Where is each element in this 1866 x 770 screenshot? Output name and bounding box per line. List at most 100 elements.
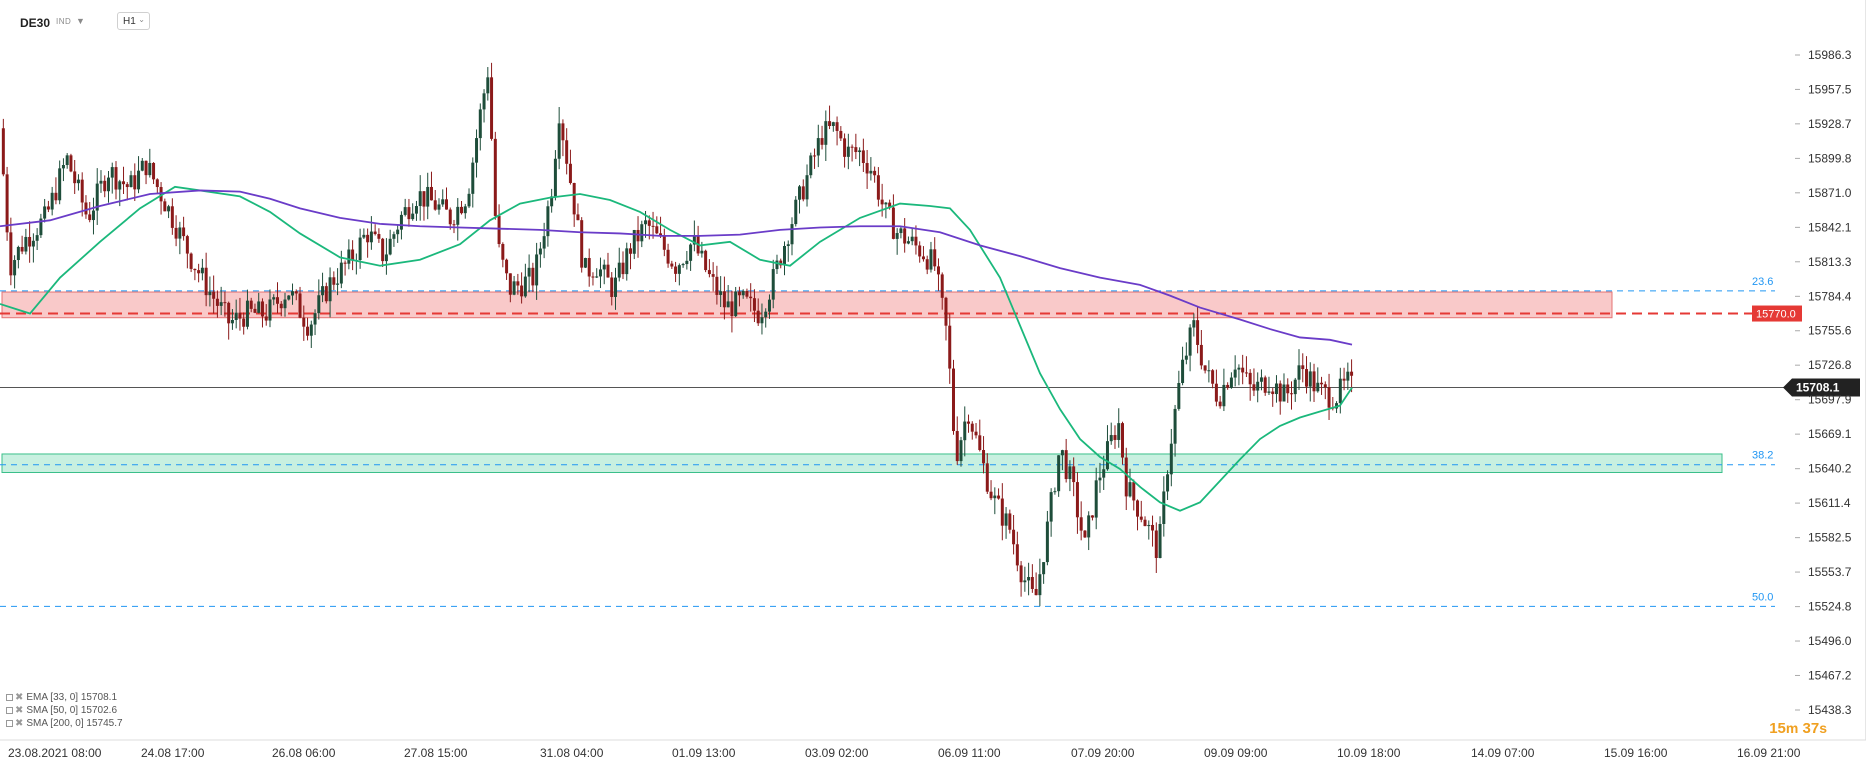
candle-body [1207, 370, 1211, 372]
candle-body [1346, 371, 1350, 381]
candle-body [54, 192, 58, 201]
y-tick-label: 15986.3 [1808, 48, 1852, 62]
candle-body [245, 300, 249, 327]
resistance-price-label: 15770.0 [1756, 309, 1796, 321]
series-sma-200 [0, 189, 1353, 346]
candle-body [951, 368, 955, 432]
candle-body [1323, 384, 1327, 388]
candle-body [137, 170, 141, 190]
candle-body [1034, 588, 1038, 596]
candle-body [182, 227, 186, 237]
candle-body [65, 155, 69, 166]
symbol-name[interactable]: DE30 [20, 16, 51, 30]
candle-body [523, 276, 527, 297]
candle-body [69, 155, 73, 172]
price-zones [1, 291, 1723, 474]
candle-body [414, 206, 418, 214]
candle-body [1218, 401, 1222, 407]
close-icon[interactable]: ✖ [15, 705, 24, 716]
candle-body [31, 240, 35, 247]
close-icon[interactable]: ✖ [15, 718, 24, 729]
candle-body [227, 302, 231, 324]
candle-body [861, 150, 865, 164]
symbol-type: IND [56, 17, 72, 26]
candle-body [429, 186, 433, 201]
candle-body [1196, 320, 1200, 345]
candle-body [839, 130, 843, 139]
candle-body [565, 140, 569, 164]
candle-body [200, 267, 204, 274]
indicator-sma50[interactable]: ✖ SMA [50, 0] 15702.6 [6, 705, 117, 716]
indicator-sma200[interactable]: ✖ SMA [200, 0] 15745.7 [6, 718, 123, 729]
candle-body [805, 175, 809, 200]
candle-body [155, 179, 159, 188]
indicator-label: EMA [33, 0] 15708.1 [26, 692, 118, 703]
x-tick-label: 14.09 07:00 [1471, 746, 1535, 760]
moving-average-series [0, 185, 1353, 512]
candle-body [621, 262, 625, 275]
candle-body [317, 295, 321, 314]
candle-body [61, 165, 65, 169]
candle-body [505, 259, 509, 274]
candle-body [178, 227, 182, 239]
candle-body [189, 253, 193, 269]
candle-body [809, 155, 813, 176]
candle-body [1117, 423, 1121, 440]
settings-icon[interactable] [6, 693, 13, 701]
candle-body [636, 229, 640, 242]
candle-body [629, 248, 633, 254]
y-tick-label: 15467.2 [1808, 668, 1852, 682]
candle-body [106, 177, 110, 192]
candle-body [9, 232, 13, 276]
candle-body [95, 183, 99, 211]
timeframe-selector[interactable]: H1 ⌄ [117, 12, 150, 30]
candle-body [1327, 387, 1331, 408]
candle-body [1068, 466, 1072, 480]
candle-body [84, 202, 88, 215]
candle-body [373, 231, 377, 235]
candle-body [632, 229, 636, 254]
candle-body [550, 196, 554, 207]
candle-body [1184, 355, 1188, 360]
candle-body [140, 160, 144, 171]
y-tick-label: 15582.5 [1808, 531, 1852, 545]
candle-body [715, 276, 719, 295]
candle-body [655, 226, 659, 234]
candle-body [1233, 369, 1237, 378]
candlestick-series [1, 62, 1354, 607]
candle-body [1173, 408, 1177, 444]
close-icon[interactable]: ✖ [15, 692, 24, 703]
candle-body [1248, 372, 1252, 385]
indicator-ema[interactable]: ✖ EMA [33, 0] 15708.1 [6, 692, 117, 703]
candle-body [888, 202, 892, 208]
candle-body [1342, 378, 1346, 381]
settings-icon[interactable] [6, 719, 13, 727]
candle-body [700, 250, 704, 254]
candle-body [948, 325, 952, 369]
candle-body [647, 220, 651, 226]
candle-body [933, 249, 937, 267]
candle-body [929, 249, 933, 270]
x-tick-label: 16.09 21:00 [1737, 746, 1801, 760]
candle-body [764, 311, 768, 318]
candle-body [1124, 457, 1128, 497]
candle-body [260, 301, 264, 317]
candle-body [959, 440, 963, 462]
candle-body [880, 199, 884, 205]
candle-body [640, 224, 644, 242]
candle-body [944, 297, 948, 326]
candle-body [268, 299, 272, 321]
candle-body [520, 285, 524, 297]
chevron-down-icon[interactable]: ▼ [76, 16, 85, 26]
candle-body [313, 313, 317, 325]
candle-body [767, 299, 771, 312]
settings-icon[interactable] [6, 706, 13, 714]
candle-body [328, 277, 332, 302]
candle-body [287, 295, 291, 300]
candle-body [910, 236, 914, 242]
candle-body [756, 310, 760, 324]
candle-body [24, 236, 28, 252]
candle-body [1177, 383, 1181, 409]
candle-body [1274, 383, 1278, 395]
